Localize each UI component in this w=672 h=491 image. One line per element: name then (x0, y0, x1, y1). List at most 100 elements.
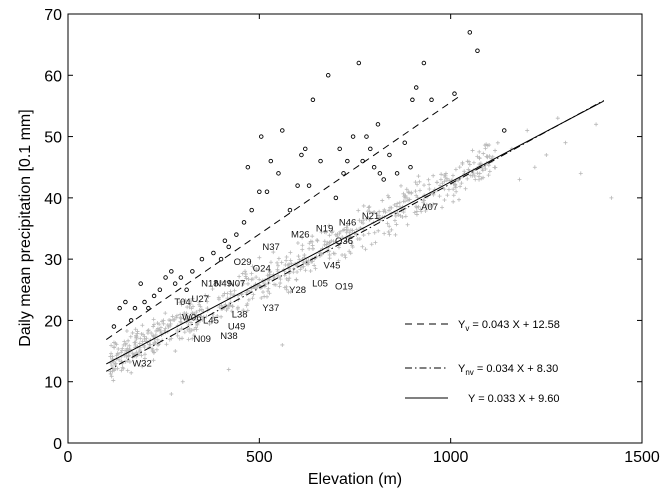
cloud-point (240, 271, 245, 276)
cloud-point (121, 366, 126, 371)
cloud-point (284, 254, 289, 259)
cloud-point (414, 212, 419, 217)
cloud-point (161, 318, 166, 323)
cloud-point (394, 222, 399, 227)
cloud-point (416, 174, 421, 179)
cloud-point (442, 173, 447, 178)
cloud-point (215, 314, 220, 319)
cloud-point (127, 359, 132, 364)
cloud-point (301, 264, 306, 269)
cloud-point (141, 332, 146, 337)
cloud-point (438, 177, 443, 182)
cloud-point (409, 190, 414, 195)
cloud-point (327, 233, 332, 238)
data-point (364, 134, 369, 139)
cloud-point (367, 204, 372, 209)
cloud-point (361, 203, 366, 208)
cloud-point (416, 204, 421, 209)
cloud-point (367, 209, 372, 214)
cloud-point (397, 200, 402, 205)
cloud-point (199, 314, 204, 319)
cloud-point (175, 330, 180, 335)
data-point (408, 164, 413, 170)
cloud-point (146, 328, 151, 333)
cloud-point (315, 237, 320, 242)
cloud-point (108, 371, 113, 376)
cloud-point (475, 154, 480, 159)
cloud-point (119, 350, 124, 355)
cloud-point (398, 183, 403, 188)
cloud-point (232, 288, 237, 293)
cloud-point (138, 349, 143, 354)
cloud-point (471, 171, 476, 176)
cloud-point (485, 155, 490, 160)
cloud-point (182, 330, 187, 335)
cloud-point (418, 207, 423, 212)
data-point (356, 60, 362, 66)
cloud-point (178, 300, 183, 305)
cloud-point (445, 193, 450, 198)
cloud-point (336, 245, 341, 250)
cloud-point (310, 246, 315, 251)
cloud-point (393, 232, 398, 237)
cloud-point (153, 340, 158, 345)
cloud-point (395, 201, 400, 206)
cloud-point (385, 193, 390, 198)
data-point (410, 97, 415, 103)
cloud-point (275, 269, 280, 274)
cloud-point (403, 214, 408, 219)
cloud-point (257, 277, 262, 282)
cloud-point (259, 296, 264, 301)
data-point (350, 134, 356, 139)
cloud-point (284, 276, 289, 281)
cloud-point (361, 221, 366, 226)
cloud-point (277, 284, 282, 289)
cloud-point (463, 186, 468, 191)
cloud-point (265, 273, 270, 278)
cloud-point (380, 198, 385, 203)
data-point (345, 158, 350, 164)
cloud-point (174, 313, 179, 318)
cloud-point (477, 149, 482, 154)
cloud-point (243, 269, 248, 274)
cloud-point (609, 195, 614, 200)
cloud-point (161, 321, 166, 326)
cloud-point (451, 187, 456, 192)
cloud-point (225, 306, 230, 311)
cloud-point (342, 227, 347, 232)
cloud-point (389, 227, 394, 232)
cloud-point (401, 210, 406, 215)
cloud-point (140, 364, 145, 369)
cloud-point (181, 299, 186, 304)
cloud-point (470, 173, 475, 178)
cloud-point (203, 293, 208, 298)
cloud-point (386, 208, 391, 213)
cloud-point (142, 356, 147, 361)
cloud-point (130, 355, 135, 360)
cloud-point (147, 342, 152, 347)
cloud-point (517, 177, 522, 182)
data-point (264, 189, 270, 194)
data-point (169, 269, 174, 274)
cloud-point (275, 260, 280, 265)
cloud-point (190, 296, 195, 301)
cloud-point (555, 116, 560, 121)
cloud-point (340, 235, 345, 240)
station-label: O19 (335, 282, 353, 293)
data-point (303, 146, 308, 152)
data-point (163, 275, 168, 280)
cloud-point (367, 217, 372, 222)
cloud-point (376, 213, 381, 218)
cloud-point (251, 292, 256, 297)
cloud-point (109, 363, 114, 368)
cloud-point (301, 260, 306, 265)
cloud-point (355, 237, 360, 242)
cloud-point (377, 209, 382, 214)
x-tick-label: 1000 (433, 449, 469, 466)
cloud-point (578, 171, 583, 176)
data-point (211, 250, 216, 256)
cloud-point (191, 304, 196, 309)
cloud-point (154, 329, 159, 334)
cloud-point (442, 198, 447, 203)
